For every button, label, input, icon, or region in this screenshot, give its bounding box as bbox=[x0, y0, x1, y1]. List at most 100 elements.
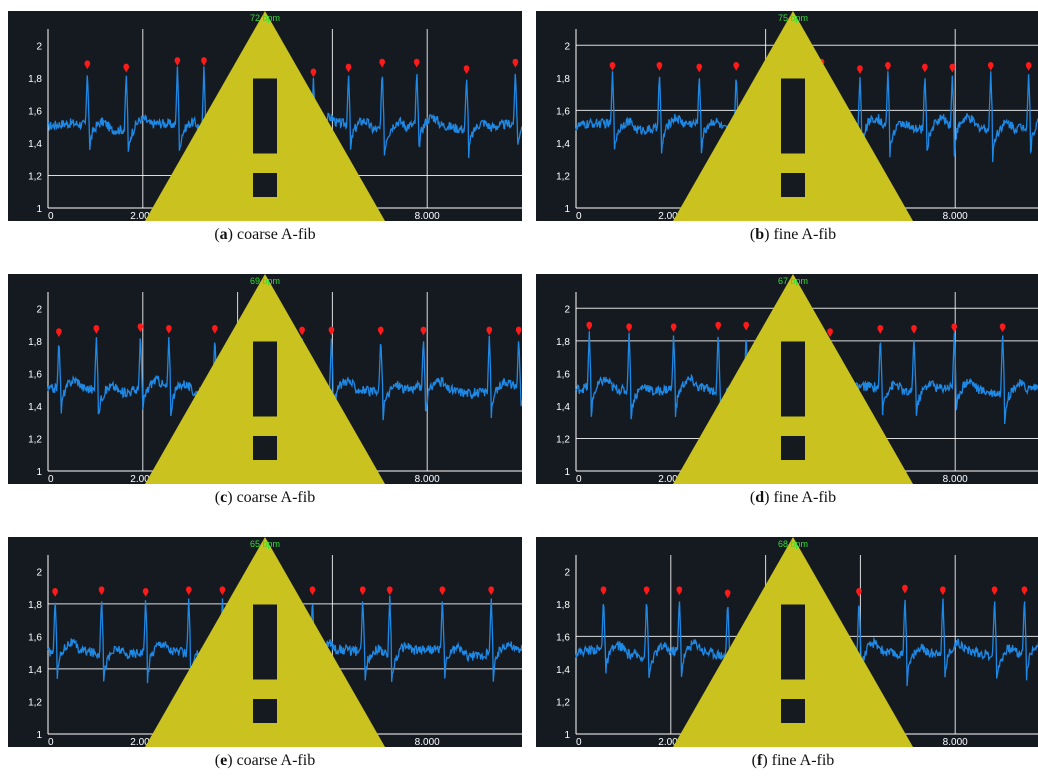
y-tick-label: 1,2 bbox=[28, 434, 42, 445]
y-tick-label: 1,4 bbox=[28, 665, 42, 676]
r-peak-marker bbox=[951, 323, 958, 333]
y-tick-label: 1 bbox=[36, 467, 42, 478]
y-tick-label: 2 bbox=[564, 304, 570, 315]
y-tick-label: 1,4 bbox=[556, 665, 570, 676]
r-peak-marker bbox=[55, 328, 62, 338]
bpm-label: 75 bpm bbox=[777, 13, 809, 23]
panel-caption: (c) coarse A-fib bbox=[214, 489, 316, 506]
r-peak-marker bbox=[142, 588, 149, 597]
caption-letter: f bbox=[757, 752, 763, 769]
y-tick-label: 1,4 bbox=[556, 402, 570, 413]
r-peak-marker bbox=[386, 586, 393, 596]
r-peak-marker bbox=[827, 328, 834, 338]
warning-icon bbox=[673, 537, 913, 747]
panel-caption: (a) coarse A-fib bbox=[214, 226, 316, 243]
r-peak-marker bbox=[939, 586, 946, 596]
x-tick-label: 8.000 bbox=[415, 737, 440, 747]
panel-caption: (f) fine A-fib bbox=[751, 752, 835, 769]
r-peak-marker bbox=[877, 325, 884, 334]
warning-icon bbox=[145, 11, 385, 221]
x-tick-label: 8.000 bbox=[943, 474, 968, 484]
r-peak-marker bbox=[696, 63, 703, 73]
r-peak-marker bbox=[724, 589, 731, 599]
y-tick-label: 1,4 bbox=[28, 139, 42, 150]
r-peak-marker bbox=[609, 62, 616, 71]
r-peak-marker bbox=[439, 586, 446, 596]
bpm-label: 69 bpm bbox=[249, 276, 281, 286]
panel-caption: (b) fine A-fib bbox=[749, 226, 837, 243]
r-peak-marker bbox=[600, 586, 607, 596]
warning-icon bbox=[673, 274, 913, 484]
r-peak-marker bbox=[310, 68, 317, 78]
bpm-label: 72 bpm bbox=[249, 13, 281, 23]
x-tick-label: 8.000 bbox=[415, 211, 440, 221]
r-peak-marker bbox=[93, 325, 100, 334]
y-tick-label: 1,2 bbox=[28, 697, 42, 708]
y-tick-label: 1,2 bbox=[556, 434, 570, 445]
y-tick-label: 1,6 bbox=[556, 632, 570, 643]
x-tick-label: 0 bbox=[48, 737, 54, 747]
y-tick-label: 1,8 bbox=[28, 600, 42, 611]
r-peak-marker bbox=[515, 326, 522, 336]
y-tick-label: 1,6 bbox=[556, 106, 570, 117]
r-peak-marker bbox=[626, 323, 633, 333]
y-tick-label: 2 bbox=[36, 304, 42, 315]
r-peak-marker bbox=[999, 323, 1006, 333]
r-peak-marker bbox=[420, 326, 427, 336]
r-peak-marker bbox=[884, 62, 891, 71]
x-tick-label: 8.000 bbox=[943, 737, 968, 747]
r-peak-marker bbox=[185, 586, 192, 596]
y-tick-label: 1,2 bbox=[556, 697, 570, 708]
caption-letter: b bbox=[755, 226, 765, 243]
x-tick-label: 8.000 bbox=[415, 474, 440, 484]
caption-letter: d bbox=[755, 489, 765, 506]
warning-icon bbox=[145, 537, 385, 747]
caption-letter: e bbox=[220, 752, 228, 769]
x-tick-label: 2.000 bbox=[130, 737, 155, 747]
r-peak-marker bbox=[98, 586, 105, 596]
caption-text: fine A-fib bbox=[773, 226, 837, 243]
r-peak-marker bbox=[855, 588, 862, 597]
r-peak-marker bbox=[656, 62, 663, 71]
x-tick-label: 0 bbox=[576, 211, 582, 221]
r-peak-marker bbox=[84, 60, 91, 70]
x-tick-label: 0 bbox=[576, 737, 582, 747]
r-peak-marker bbox=[200, 57, 207, 66]
r-peak-marker bbox=[949, 63, 956, 73]
y-tick-label: 1,8 bbox=[556, 600, 570, 611]
y-tick-label: 1,4 bbox=[28, 402, 42, 413]
r-peak-marker bbox=[1021, 586, 1028, 596]
y-tick-label: 1 bbox=[36, 730, 42, 741]
y-tick-label: 1 bbox=[564, 730, 570, 741]
y-tick-label: 1 bbox=[36, 204, 42, 215]
r-peak-marker bbox=[676, 586, 683, 596]
r-peak-marker bbox=[463, 65, 470, 75]
y-tick-label: 1,8 bbox=[28, 74, 42, 85]
y-tick-label: 1,6 bbox=[556, 369, 570, 380]
x-tick-label: 2.000 bbox=[658, 474, 683, 484]
r-peak-marker bbox=[165, 325, 172, 334]
bpm-label: 65 bpm bbox=[249, 539, 281, 549]
x-tick-label: 2.000 bbox=[658, 211, 683, 221]
y-tick-label: 1 bbox=[564, 467, 570, 478]
r-peak-marker bbox=[586, 321, 593, 331]
r-peak-marker bbox=[488, 586, 495, 596]
x-tick-label: 2.000 bbox=[658, 737, 683, 747]
caption-text: fine A-fib bbox=[771, 752, 835, 769]
x-tick-label: 0 bbox=[48, 474, 54, 484]
r-peak-marker bbox=[643, 586, 650, 596]
bpm-label: 67 bpm bbox=[777, 276, 809, 286]
r-peak-marker bbox=[137, 323, 144, 333]
y-tick-label: 1 bbox=[564, 204, 570, 215]
warning-icon bbox=[673, 11, 913, 221]
r-peak-marker bbox=[910, 325, 917, 334]
y-tick-label: 1,2 bbox=[556, 171, 570, 182]
y-tick-label: 1,8 bbox=[556, 337, 570, 348]
caption-letter: a bbox=[219, 226, 228, 243]
r-peak-marker bbox=[921, 63, 928, 73]
caption-text: coarse A-fib bbox=[236, 752, 316, 769]
